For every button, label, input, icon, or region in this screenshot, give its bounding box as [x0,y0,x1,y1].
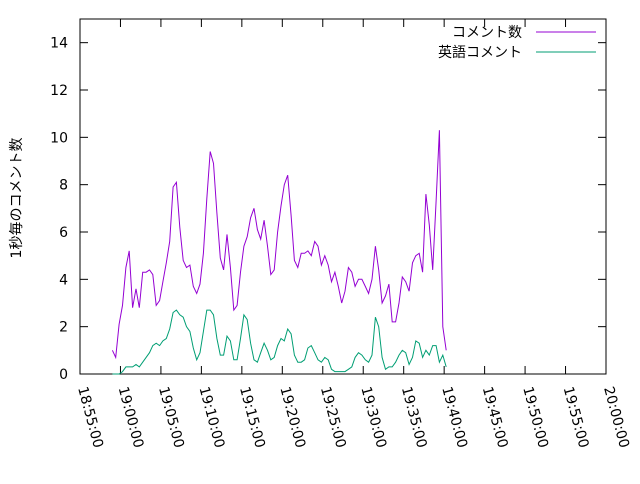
y-tick-label: 6 [59,225,68,241]
x-tick-label: 19:20:00 [276,385,308,450]
x-tick-label: 19:30:00 [357,385,389,450]
x-tick-label: 20:00:00 [600,385,632,450]
legend-label-1: コメント数 [452,25,522,41]
x-tick-label: 19:40:00 [438,385,470,450]
y-tick-label: 12 [50,83,68,99]
x-tick-label: 19:05:00 [155,385,187,450]
x-tick-label: 19:50:00 [519,385,551,450]
y-tick-label: 10 [50,130,68,146]
series-line-1 [111,130,447,360]
series-lines [111,130,447,375]
x-tick-label: 19:10:00 [196,385,228,450]
y-tick-label: 0 [59,367,68,383]
x-tick-label: 19:25:00 [317,385,349,450]
x-tick-label: 19:35:00 [398,385,430,450]
x-tick-label: 19:55:00 [560,385,592,450]
y-tick-label: 2 [59,320,68,336]
series-line-2 [112,309,447,375]
y-tick-label: 4 [59,272,68,288]
y-tick-label: 14 [50,36,68,52]
plot-frame [79,18,607,375]
legend-label-2: 英語コメント [438,44,522,61]
axes: 0 2 4 6 8 10 12 14 18:55:00 19:00:00 19:05:00 19:10… [50,18,632,450]
x-tick-label: 19:45:00 [479,385,511,450]
x-tick-label: 19:15:00 [236,385,268,450]
x-tick-label: 19:00:00 [115,385,147,450]
y-tick-label: 8 [59,178,68,194]
x-tick-label: 18:55:00 [74,385,106,450]
y-axis-label: 1秒毎のコメント数 [9,138,25,259]
